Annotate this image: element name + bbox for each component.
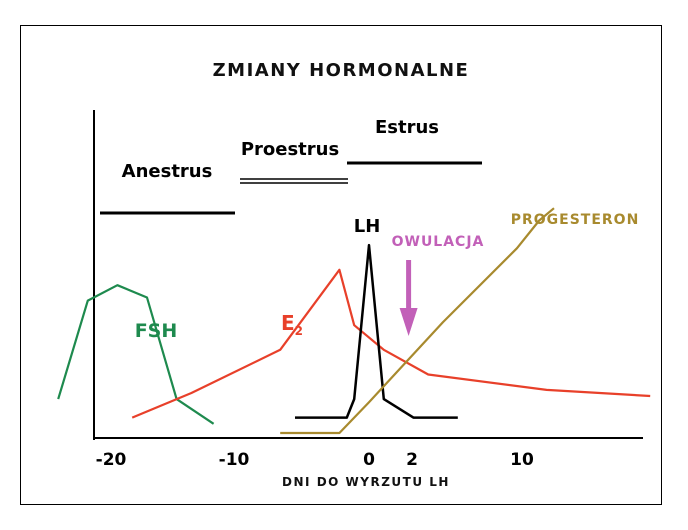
x-axis-label: DNI DO WYRZUTU LH	[282, 475, 450, 489]
phase-label-anestrus: Anestrus	[122, 161, 213, 182]
series-line-fsh	[57, 284, 215, 425]
x-tick-labels: -20 -10 0 2 10	[96, 450, 534, 470]
series-label-e2: E2	[281, 311, 303, 338]
owulacja-label: OWULACJA	[392, 234, 485, 250]
x-tick-label: -10	[219, 450, 250, 470]
x-tick-label: -20	[96, 450, 127, 470]
axes	[93, 110, 643, 440]
x-tick-label: 10	[510, 450, 534, 470]
x-tick-label: 2	[406, 450, 418, 470]
annotations: OWULACJA	[392, 234, 485, 336]
series-line-progesteron	[280, 207, 555, 435]
phases: Anestrus Proestrus Estrus	[100, 117, 482, 215]
owulacja-arrow-head	[399, 308, 418, 336]
series-line-lh	[295, 243, 458, 419]
series-label-progesteron: PROGESTERON	[511, 212, 640, 228]
phase-label-proestrus: Proestrus	[241, 139, 339, 160]
x-tick-label: 0	[363, 450, 375, 470]
chart-frame	[20, 25, 662, 505]
series-label-fsh: FSH	[135, 320, 178, 342]
phase-label-estrus: Estrus	[375, 117, 439, 138]
series-label-lh: LH	[354, 216, 381, 237]
series-labels: FSH E2 LH PROGESTERON	[135, 212, 640, 342]
series-line-e2	[131, 268, 651, 419]
series-lines	[57, 207, 651, 435]
chart-title: ZMIANY HORMONALNE	[213, 60, 470, 81]
